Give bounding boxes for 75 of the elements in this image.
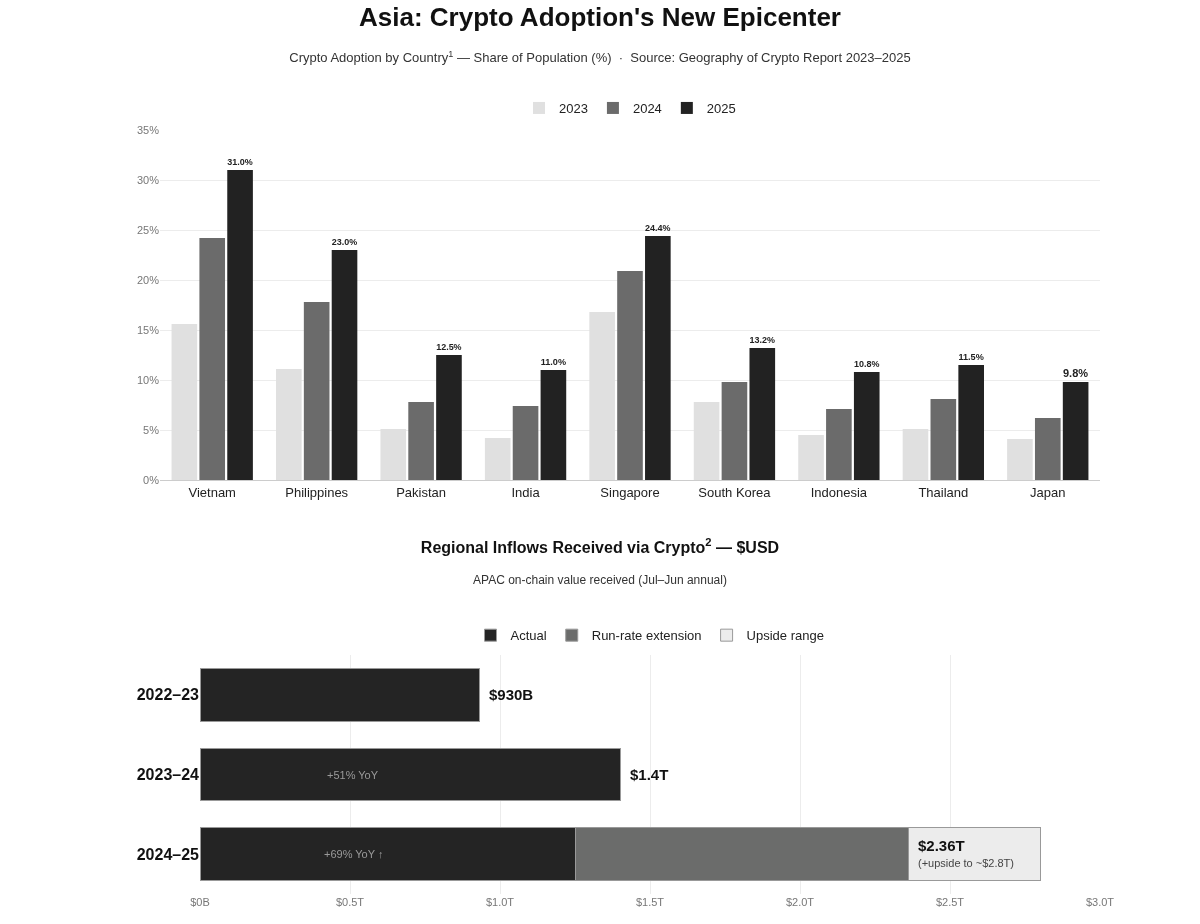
y-tick-label: 0% xyxy=(143,473,160,486)
legend-label: Run-rate extension xyxy=(591,628,702,644)
bar xyxy=(798,435,824,480)
data-label: 10.8% xyxy=(853,359,880,370)
bar xyxy=(1007,439,1033,480)
legend-label: Actual xyxy=(510,628,547,644)
data-label: 13.2% xyxy=(749,335,775,346)
x-tick-label: $1.5T xyxy=(635,896,665,908)
bar xyxy=(645,236,671,480)
chart-subtitle: APAC on-chain value received (Jul–Jun annual) xyxy=(473,572,727,587)
y-tick-label: 2023–24 xyxy=(136,766,200,784)
x-tick-label: South Korea xyxy=(698,484,772,500)
x-tick-label: Japan xyxy=(1030,484,1066,500)
bar xyxy=(1034,418,1061,480)
bar xyxy=(408,402,434,480)
bar xyxy=(331,250,358,480)
x-tick-label: $2.5T xyxy=(935,896,965,908)
bar xyxy=(617,271,643,480)
legend-label: Upside range xyxy=(746,628,824,644)
x-tick-label: $1.0T xyxy=(485,896,515,908)
y-tick-label: 15% xyxy=(136,323,160,336)
x-tick-label: $3.0T xyxy=(1085,896,1115,908)
x-tick-label: $0.5T xyxy=(335,896,365,908)
bar xyxy=(512,406,539,480)
data-label: 24.4% xyxy=(645,223,671,234)
legend-label: 2024 xyxy=(632,101,662,117)
y-tick-label: 35% xyxy=(136,123,160,136)
data-label: 11.0% xyxy=(540,357,567,368)
data-label: 9.8% xyxy=(1062,367,1089,379)
x-tick-label: $0B xyxy=(190,896,210,908)
y-tick-label: 25% xyxy=(136,223,160,236)
x-tick-label: Pakistan xyxy=(396,484,447,500)
y-tick-label: 5% xyxy=(143,423,160,436)
bar xyxy=(1062,382,1089,480)
annotation: +69% YoY ↑ xyxy=(324,848,384,860)
bar xyxy=(540,370,567,480)
legend-label: 2025 xyxy=(706,101,736,117)
x-tick-label: $2.0T xyxy=(785,896,815,908)
data-label: 12.5% xyxy=(436,342,462,353)
data-label: 23.0% xyxy=(331,237,358,248)
bar xyxy=(853,372,880,480)
bar xyxy=(227,170,253,480)
bar xyxy=(484,438,511,480)
annotation: $1.4T xyxy=(630,766,669,783)
bar xyxy=(749,348,776,480)
annotation: $2.36T xyxy=(918,837,965,854)
bar xyxy=(436,355,462,480)
x-tick-label: Indonesia xyxy=(810,484,868,500)
x-tick-label: Philippines xyxy=(285,484,349,500)
annotation: (+upside to ~$2.8T) xyxy=(918,857,1015,869)
bar xyxy=(200,747,621,802)
legend-label: 2023 xyxy=(559,101,588,117)
x-tick-label: Vietnam xyxy=(188,484,236,500)
annotation: +51% YoY xyxy=(327,769,379,781)
data-label: 11.5% xyxy=(958,352,984,363)
x-tick-label: Singapore xyxy=(600,484,660,500)
y-tick-label: 2022–23 xyxy=(136,686,200,704)
x-tick-label: Thailand xyxy=(918,484,969,500)
chart-subtitle: Crypto Adoption by Country$^{1}$ — Share of Population (%) · Source: Geography of Crypto Report 2023–2025 xyxy=(289,48,911,66)
y-tick-label: 20% xyxy=(136,273,160,286)
bar xyxy=(199,238,226,480)
chart-title: Asia: Crypto Adoption's New Epicenter xyxy=(359,2,841,33)
bar xyxy=(200,667,480,722)
y-tick-label: 2024–25 xyxy=(136,845,200,863)
y-tick-label: 30% xyxy=(136,173,160,186)
bar xyxy=(721,382,748,480)
y-tick-label: 10% xyxy=(136,373,160,386)
bar xyxy=(303,302,330,480)
bar xyxy=(930,399,957,480)
bar xyxy=(958,365,984,480)
x-tick-label: India xyxy=(511,484,541,500)
chart-title: Regional Inflows Received via Crypto$^{2}$ — $USD xyxy=(420,536,780,557)
annotation: $930B xyxy=(489,686,534,703)
bar xyxy=(826,409,852,480)
data-label: 31.0% xyxy=(227,157,253,168)
